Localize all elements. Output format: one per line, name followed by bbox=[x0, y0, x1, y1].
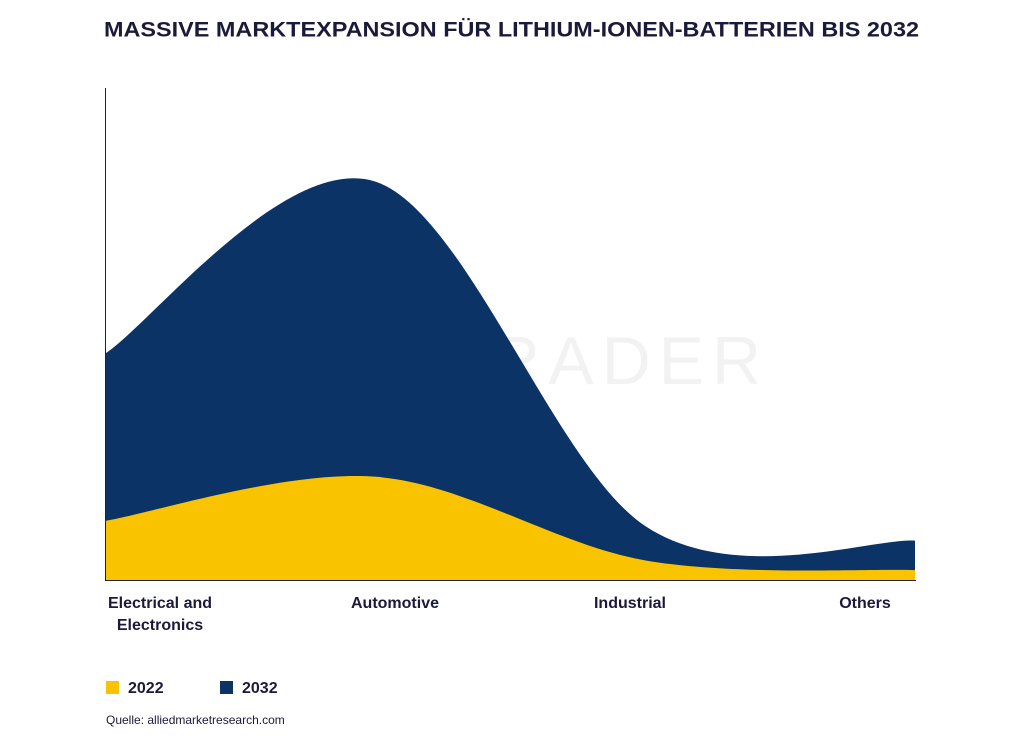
legend-label: 2022 bbox=[128, 680, 164, 697]
chart-title: MASSIVE MARKTEXPANSION FÜR LITHIUM-IONEN… bbox=[104, 19, 919, 42]
area bbox=[105, 476, 915, 580]
source: Quelle: alliedmarketresearch.com bbox=[106, 713, 285, 727]
x-tick-label: Industrial bbox=[593, 595, 666, 612]
legend-label: 2032 bbox=[242, 680, 278, 697]
x-tick-label: Automotive bbox=[351, 595, 439, 612]
x-tick-label: Electrical and Electronics bbox=[107, 595, 213, 634]
x-tick-label: Others bbox=[839, 595, 891, 612]
legend-swatch bbox=[220, 681, 233, 694]
legend-swatch bbox=[106, 681, 119, 694]
